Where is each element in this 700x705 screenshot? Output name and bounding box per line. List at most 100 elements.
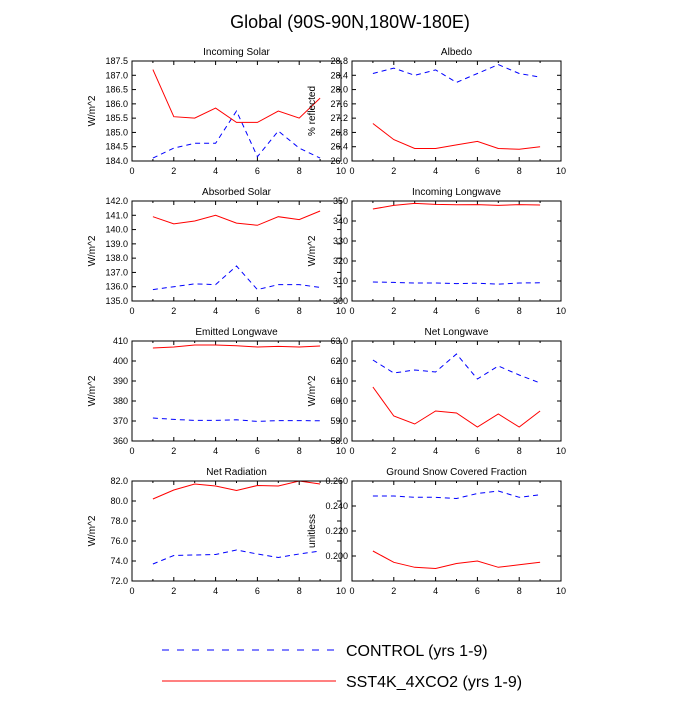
- x-tick-label: 8: [517, 166, 522, 176]
- x-tick-label: 2: [391, 166, 396, 176]
- y-tick-label: 26.4: [330, 142, 348, 152]
- x-tick-label: 4: [433, 446, 438, 456]
- y-axis-label: W/m^2: [87, 515, 98, 546]
- x-tick-label: 8: [517, 586, 522, 596]
- panel-1: Incoming Solar W/m^2 0 2 4 6 8 10 184.0 184.5 185.…: [87, 47, 346, 176]
- y-tick-label: 58.0: [330, 436, 348, 446]
- y-tick-label: 59.0: [330, 416, 348, 426]
- x-tick-label: 8: [517, 306, 522, 316]
- x-tick-label: 2: [391, 446, 396, 456]
- y-tick-label: 141.0: [105, 210, 128, 220]
- x-tick-label: 0: [129, 306, 134, 316]
- y-tick-label: 0.200: [325, 551, 348, 561]
- y-tick-label: 27.6: [330, 99, 348, 109]
- series-control-line: [372, 281, 541, 285]
- series-control-line: [152, 265, 321, 291]
- y-tick-label: 0.240: [325, 501, 348, 511]
- y-tick-label: 185.0: [105, 127, 128, 137]
- legend-sst-label: SST4K_4XCO2 (yrs 1-9): [346, 674, 522, 691]
- series-sst4k-line: [152, 480, 321, 500]
- y-tick-label: 26.8: [330, 127, 348, 137]
- x-tick-label: 0: [349, 586, 354, 596]
- x-tick-label: 2: [171, 306, 176, 316]
- x-tick-label: 4: [433, 166, 438, 176]
- y-tick-label: 340: [333, 216, 348, 226]
- x-tick-label: 2: [171, 166, 176, 176]
- y-tick-label: 410: [113, 336, 128, 346]
- series-control-line: [152, 109, 321, 159]
- figure-title: Global (90S-90N,180W-180E): [230, 12, 470, 32]
- y-tick-label: 360: [113, 436, 128, 446]
- panel-title: Absorbed Solar: [202, 187, 272, 198]
- y-tick-label: 78.0: [110, 516, 128, 526]
- series-sst4k-line: [152, 344, 321, 349]
- x-tick-label: 6: [475, 446, 480, 456]
- y-tick-label: 0.260: [325, 476, 348, 486]
- series-control-line: [372, 490, 541, 500]
- y-tick-label: 185.5: [105, 113, 128, 123]
- legend: CONTROL (yrs 1-9) SST4K_4XCO2 (yrs 1-9): [162, 643, 522, 691]
- y-tick-label: 320: [333, 256, 348, 266]
- y-tick-label: 350: [333, 196, 348, 206]
- series-sst4k-line: [372, 202, 541, 210]
- series-control-line: [372, 64, 541, 83]
- x-tick-label: 4: [433, 306, 438, 316]
- y-tick-label: 138.0: [105, 253, 128, 263]
- panel-5: Emitted Longwave W/m^2 0 2 4 6 8 10 360 370 380 390…: [87, 327, 346, 456]
- y-axis-label: unitless: [307, 514, 318, 548]
- panel-title: Net Radiation: [206, 467, 267, 478]
- y-tick-label: 187.0: [105, 70, 128, 80]
- series-control-line: [152, 549, 321, 565]
- x-tick-label: 10: [556, 586, 566, 596]
- series-sst4k-line: [152, 210, 321, 226]
- x-tick-label: 0: [349, 306, 354, 316]
- y-tick-label: 300: [333, 296, 348, 306]
- x-tick-label: 4: [213, 306, 218, 316]
- y-tick-label: 186.0: [105, 99, 128, 109]
- x-tick-label: 6: [475, 586, 480, 596]
- y-tick-label: 82.0: [110, 476, 128, 486]
- panel-7: Net Radiation W/m^2 0 2 4 6 8 10 72.0 74.0 76.0 78.…: [87, 467, 346, 596]
- x-tick-label: 6: [475, 306, 480, 316]
- x-tick-label: 0: [129, 446, 134, 456]
- y-tick-label: 137.0: [105, 267, 128, 277]
- x-tick-label: 4: [433, 586, 438, 596]
- x-tick-label: 10: [556, 166, 566, 176]
- y-tick-label: 61.0: [330, 376, 348, 386]
- series-sst4k-line: [152, 69, 321, 123]
- y-tick-label: 136.0: [105, 282, 128, 292]
- y-axis-label: W/m^2: [87, 235, 98, 266]
- series-sst4k-line: [372, 123, 541, 150]
- y-tick-label: 139.0: [105, 239, 128, 249]
- x-tick-label: 6: [255, 586, 260, 596]
- x-tick-label: 0: [349, 166, 354, 176]
- y-axis-label: W/m^2: [87, 95, 98, 126]
- y-tick-label: 135.0: [105, 296, 128, 306]
- y-tick-label: 72.0: [110, 576, 128, 586]
- y-tick-label: 62.0: [330, 356, 348, 366]
- plot-frame: [131, 480, 342, 582]
- x-tick-label: 4: [213, 166, 218, 176]
- x-tick-label: 10: [556, 306, 566, 316]
- x-tick-label: 2: [391, 306, 396, 316]
- panel-3: Absorbed Solar W/m^2 0 2 4 6 8 10 135.0 136.0 137.…: [87, 187, 346, 316]
- plot-frame: [131, 200, 342, 302]
- x-tick-label: 10: [556, 446, 566, 456]
- x-tick-label: 8: [297, 586, 302, 596]
- x-tick-label: 10: [336, 166, 346, 176]
- y-tick-label: 390: [113, 376, 128, 386]
- x-tick-label: 6: [255, 166, 260, 176]
- y-tick-label: 28.0: [330, 85, 348, 95]
- y-tick-label: 186.5: [105, 85, 128, 95]
- y-tick-label: 187.5: [105, 56, 128, 66]
- x-tick-label: 2: [391, 586, 396, 596]
- x-tick-label: 10: [336, 306, 346, 316]
- y-tick-label: 142.0: [105, 196, 128, 206]
- x-tick-label: 8: [517, 446, 522, 456]
- plot-frame: [351, 340, 562, 442]
- x-tick-label: 0: [349, 446, 354, 456]
